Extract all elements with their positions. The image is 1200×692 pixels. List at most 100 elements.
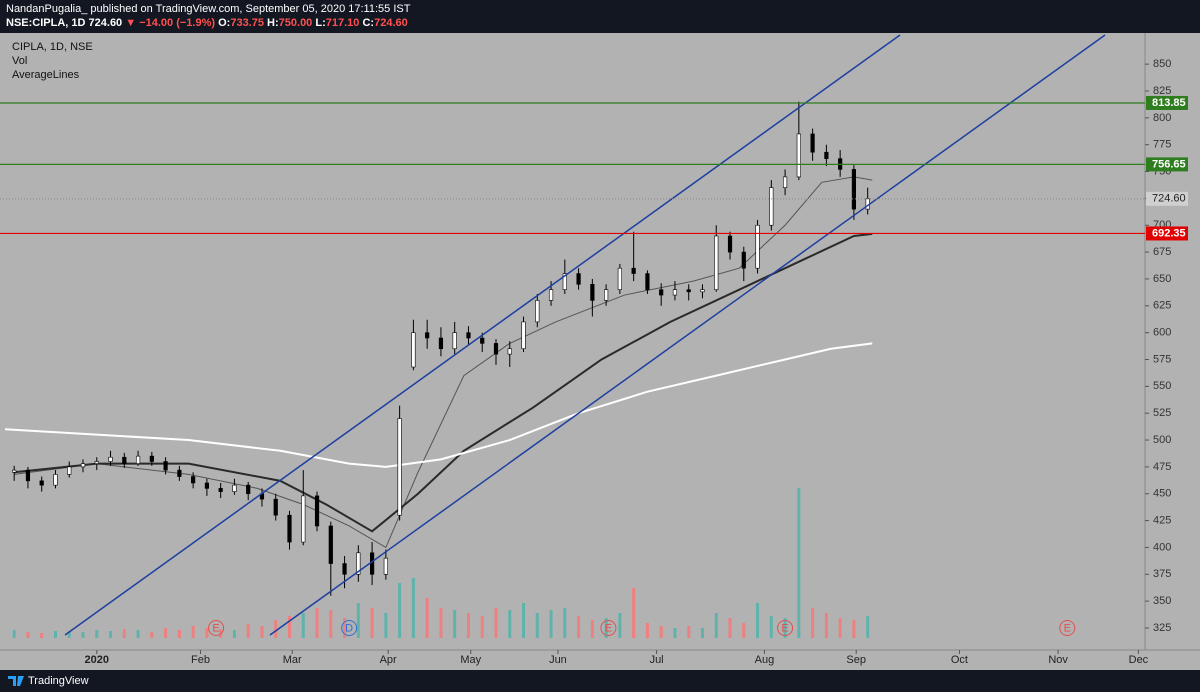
volume-bar [343,618,347,638]
candle-body [149,455,154,462]
volume-bar [480,616,484,638]
candle-body [769,187,774,226]
volume-bar [756,603,760,638]
legend-item: AverageLines [12,69,80,81]
volume-bar [26,632,30,638]
candle-body [287,514,292,543]
candle-body [246,484,251,495]
plot-area [4,101,873,638]
volume-bar [177,630,181,638]
event-label: D [345,622,353,634]
y-tick-label: 650 [1153,273,1171,285]
candle-body [617,267,622,290]
volume-bar [783,618,787,638]
y-tick-label: 600 [1153,327,1171,339]
x-tick-label: Mar [283,654,302,666]
event-marker [341,620,358,636]
level-label: 692.35 [1152,227,1186,239]
candle-body [273,498,278,516]
volume-bar [81,632,85,638]
candle-body [714,235,719,290]
candle-body [218,488,223,492]
volume-bar [645,623,649,638]
candle-body [535,300,540,323]
candle-body [425,332,430,339]
y-tick-label: 800 [1153,112,1171,124]
x-tick-label: May [460,654,481,666]
volume-bar [109,631,113,638]
candle-body [53,474,58,486]
quote-change: ▼ −14.00 (−1.9%) [125,17,215,29]
volume-bar [136,630,140,638]
y-tick-label: 400 [1153,541,1171,553]
x-tick-label: Feb [191,654,210,666]
level-label: 813.85 [1152,97,1186,109]
volume-bar [838,618,842,638]
candle-body [755,224,760,269]
event-label: E [212,622,219,634]
channel-upper [64,34,901,636]
moving-average [4,342,873,468]
candle-body [851,169,857,210]
volume-bar [728,618,732,638]
event-marker [600,620,617,636]
moving-average [14,176,873,549]
x-tick-label: Aug [755,654,775,666]
candle-body [122,456,127,464]
volume-bar [852,620,856,638]
volume-bar [301,613,305,638]
x-tick-label: Nov [1048,654,1068,666]
candle-body [782,176,788,188]
volume-bar [824,613,828,638]
volume-bar [232,630,236,638]
quote-c-val: 724.60 [374,17,408,29]
volume-bar [384,613,388,638]
volume-bar [535,613,539,638]
volume-bar [315,608,319,638]
volume-bar [590,620,594,638]
candle-body [67,466,72,475]
y-tick-label: 550 [1153,380,1171,392]
x-tick-label: Jun [549,654,567,666]
candle-body [39,480,44,486]
moving-average [14,232,873,533]
candle-body [12,469,17,473]
candle-body [686,289,691,293]
candle-body [177,469,182,477]
candle-body [466,332,471,339]
quote-o-val: 733.75 [230,17,264,29]
candle-body [480,337,485,344]
volume-bar [425,598,429,638]
candle-body [135,455,141,464]
candle-body [314,495,320,527]
candle-body [411,332,416,368]
volume-bar [439,608,443,638]
y-tick-label: 575 [1153,353,1171,365]
quote-line: NSE:CIPLA, 1D 724.60 ▼ −14.00 (−1.9%) O:… [6,17,408,29]
x-tick-label: Oct [951,654,968,666]
event-label: E [1064,622,1071,634]
candle-body [493,343,499,355]
quote-price: 724.60 [89,17,123,29]
candle-body [507,348,512,355]
volume-bar [494,608,498,638]
candle-body [191,476,196,484]
candle-body [328,525,333,564]
level-label: 756.65 [1152,158,1186,170]
volume-bar [370,608,374,638]
volume-bar [53,631,57,638]
y-tick-label: 675 [1153,246,1171,258]
candle-body [824,151,829,159]
y-tick-label: 850 [1153,58,1171,70]
volume-bar [329,610,333,638]
candle-body [383,557,388,575]
volume-bar [618,613,622,638]
candle-body [452,332,457,350]
header-text: NandanPugalia_ published on TradingView.… [6,3,411,15]
candle-body [796,133,801,178]
volume-bar [508,610,512,638]
candle-body [672,289,678,296]
volume-bar [687,626,691,638]
volume-bar [150,632,154,638]
candle-body [631,267,636,274]
